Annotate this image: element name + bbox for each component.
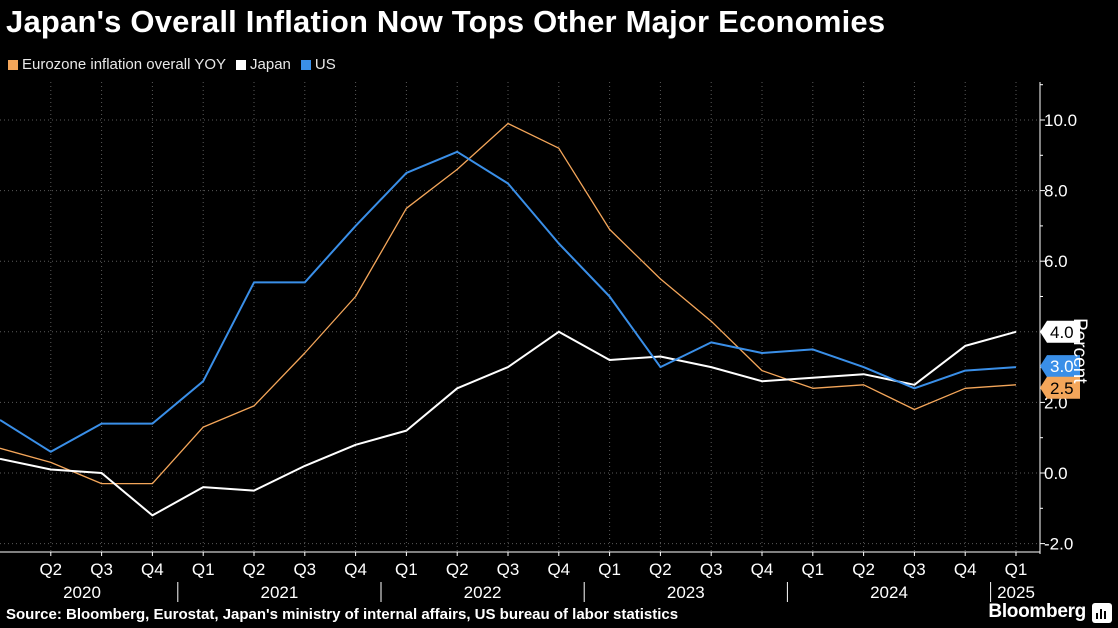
- x-tick-label-quarter: Q4: [141, 560, 164, 579]
- x-tick-label-quarter: Q1: [801, 560, 824, 579]
- x-tick-label-quarter: Q4: [751, 560, 774, 579]
- legend-swatch-eurozone: [8, 59, 18, 70]
- x-tick-label-quarter: Q1: [598, 560, 621, 579]
- x-tick-label-quarter: Q3: [700, 560, 723, 579]
- y-tick-label: 10.0: [1044, 111, 1077, 130]
- end-value-tag-eurozone: [1040, 376, 1080, 399]
- x-tick-label-quarter: Q2: [852, 560, 875, 579]
- end-value-label-eurozone: 2.5: [1050, 379, 1074, 398]
- x-tick-label-year: 2025: [997, 583, 1035, 602]
- x-tick-label-quarter: Q3: [497, 560, 520, 579]
- legend-swatch-us: [300, 59, 311, 70]
- x-tick-label-quarter: Q3: [903, 560, 926, 579]
- y-tick-label: -2.0: [1044, 535, 1073, 554]
- y-tick-label: 6.0: [1044, 252, 1068, 271]
- end-value-label-japan: 4.0: [1050, 323, 1074, 342]
- legend-label-us: US: [314, 56, 336, 73]
- y-tick-label: 8.0: [1044, 182, 1068, 201]
- legend-item-us: US: [300, 56, 336, 73]
- legend-item-eurozone: Eurozone inflation overall YOY: [8, 56, 226, 73]
- x-tick-label-quarter: Q4: [344, 560, 367, 579]
- bloomberg-logo-text: Bloomberg: [988, 601, 1086, 622]
- chart-title: Japan's Overall Inflation Now Tops Other…: [6, 4, 886, 39]
- source-note: Source: Bloomberg, Eurostat, Japan's min…: [6, 606, 679, 623]
- x-tick-label-quarter: Q3: [90, 560, 113, 579]
- x-tick-label-year: 2022: [464, 583, 502, 602]
- legend: Eurozone inflation overall YOY Japan US: [8, 56, 336, 73]
- x-tick-label-year: 2021: [260, 583, 298, 602]
- series-line-japan: [0, 330, 1017, 517]
- legend-swatch-japan: [236, 59, 247, 70]
- legend-item-japan: Japan: [236, 56, 291, 73]
- end-value-tag-japan: [1040, 320, 1080, 343]
- legend-label-japan: Japan: [250, 56, 291, 73]
- bloomberg-chart-icon: [1092, 603, 1112, 623]
- end-value-tag-us: [1040, 355, 1080, 378]
- x-tick-label-year: 2020: [63, 583, 101, 602]
- series-line-eurozone: [0, 122, 1017, 485]
- x-tick-label-quarter: Q2: [39, 560, 62, 579]
- end-value-label-us: 3.0: [1050, 357, 1074, 376]
- y-axis-title: Percent: [1069, 318, 1090, 384]
- x-tick-label-year: 2024: [870, 583, 908, 602]
- legend-label-eurozone: Eurozone inflation overall YOY: [22, 56, 227, 73]
- y-tick-label: 0.0: [1044, 464, 1068, 483]
- x-tick-label-quarter: Q2: [446, 560, 469, 579]
- x-tick-label-quarter: Q3: [293, 560, 316, 579]
- x-tick-label-quarter: Q1: [192, 560, 215, 579]
- x-tick-label-year: 2023: [667, 583, 705, 602]
- series-line-us: [0, 150, 1017, 453]
- x-tick-label-quarter: Q4: [954, 560, 977, 579]
- x-tick-label-quarter: Q2: [243, 560, 266, 579]
- x-tick-label-quarter: Q1: [1005, 560, 1028, 579]
- x-tick-label-quarter: Q1: [395, 560, 418, 579]
- x-tick-label-quarter: Q4: [547, 560, 570, 579]
- x-tick-label-quarter: Q2: [649, 560, 672, 579]
